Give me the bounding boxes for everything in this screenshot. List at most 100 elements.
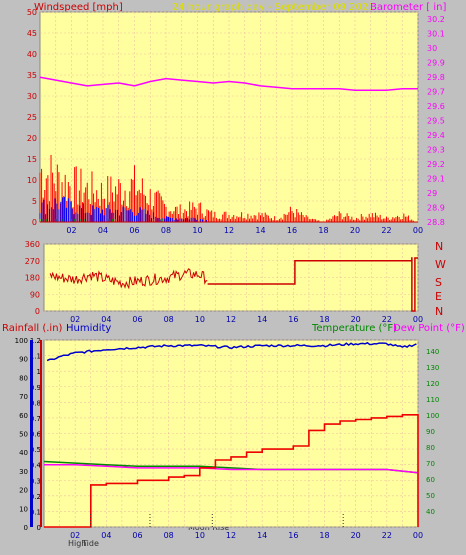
climate-x-tick: 06 — [132, 531, 142, 540]
rain-y-tick: 0.4 — [30, 462, 42, 470]
wind-y-tick: 15 — [27, 155, 37, 164]
compass-e: E — [435, 290, 442, 303]
humidity-y-tick: 90 — [19, 356, 28, 364]
direction-x-tick: 12 — [226, 315, 236, 324]
direction-x-tick: 08 — [164, 315, 174, 324]
dewpoint-line — [44, 463, 419, 474]
climate-x-tick: 00 — [413, 531, 423, 540]
humidity-y-tick: 20 — [19, 487, 28, 495]
direction-x-tick: 10 — [195, 315, 205, 324]
direction-y-tick: 180 — [25, 274, 40, 283]
rain-y-tick: 0.3 — [30, 477, 41, 485]
wind-y-tick: 35 — [27, 71, 37, 80]
wind-y-tick: 10 — [27, 176, 37, 185]
temp-axis-label: Temperature (°F) — [311, 323, 397, 334]
rain-y-tick: 1 — [37, 368, 41, 376]
compass-n-top: N — [435, 240, 443, 253]
humidity-axis-label: Humidity — [66, 323, 111, 334]
temp-y-tick: 60 — [426, 476, 435, 484]
climate-x-tick: 20 — [351, 531, 361, 540]
direction-x-tick: 16 — [288, 315, 298, 324]
rainfall-line — [44, 413, 419, 528]
rain-y-tick: 0.9 — [30, 384, 41, 392]
humidity-y-tick: 40 — [19, 449, 28, 457]
wind-x-tick: 12 — [224, 226, 234, 235]
baro-y-tick: 29.9 — [427, 59, 445, 68]
rain-y-tick: 1.2 — [30, 337, 41, 345]
direction-x-tick: 20 — [351, 315, 361, 324]
wind-axis-label: Windspeed [mph] — [34, 2, 123, 13]
rain-y-tick: 0.7 — [30, 415, 41, 423]
baro-y-tick: 30.2 — [427, 15, 445, 24]
temp-y-tick: 140 — [426, 348, 439, 356]
compass-w: W — [435, 258, 446, 271]
humidity-y-tick: 10 — [19, 505, 28, 513]
wind-y-tick: 50 — [27, 8, 37, 17]
climate-x-tick: 02 — [70, 531, 80, 540]
tide-label: Tide — [81, 539, 99, 548]
rain-y-tick: 0.2 — [30, 493, 41, 501]
wind-x-tick: 14 — [255, 226, 265, 235]
baro-y-tick: 28.9 — [427, 204, 445, 213]
baro-y-tick: 30.1 — [427, 30, 445, 39]
temp-y-tick: 90 — [426, 428, 435, 436]
temp-y-tick: 110 — [426, 396, 439, 404]
humidity-y-tick: 100 — [15, 337, 28, 345]
climate-x-tick: 04 — [101, 531, 111, 540]
wind-x-tick: 08 — [161, 226, 171, 235]
temp-y-tick: 40 — [426, 508, 435, 516]
rain-y-tick: 0 — [37, 524, 41, 532]
baro-y-tick: 29.6 — [427, 102, 445, 111]
wind-y-tick: 20 — [27, 134, 37, 143]
rain-y-tick: 1.1 — [30, 353, 41, 361]
wind-x-tick: 00 — [413, 226, 423, 235]
temp-y-tick: 50 — [426, 492, 435, 500]
rain-y-tick: 0.5 — [30, 446, 41, 454]
wind-x-tick: 16 — [287, 226, 297, 235]
baro-y-tick: 29.3 — [427, 146, 445, 155]
temp-y-tick: 100 — [426, 412, 439, 420]
climate-x-tick: 10 — [195, 531, 205, 540]
humidity-y-tick: 0 — [24, 524, 28, 532]
climate-x-tick: 14 — [257, 531, 267, 540]
baro-y-tick: 29 — [427, 189, 437, 198]
direction-y-tick: 360 — [25, 240, 40, 249]
date-label: 24 hour graph day - September 09 2021 — [172, 2, 375, 13]
rain-y-tick: 0.8 — [30, 399, 41, 407]
wind-x-tick: 04 — [98, 226, 108, 235]
high-tide-label: High — [68, 539, 86, 548]
direction-x-tick: 22 — [382, 315, 392, 324]
direction-y-tick: 270 — [25, 257, 40, 266]
rain-axis-bar — [40, 340, 42, 527]
climate-x-tick: 12 — [226, 531, 236, 540]
wind-x-tick: 06 — [129, 226, 139, 235]
baro-y-tick: 30 — [427, 44, 437, 53]
climate-x-tick: 22 — [382, 531, 392, 540]
direction-y-tick: 90 — [30, 290, 40, 299]
wind-x-tick: 10 — [192, 226, 202, 235]
climate-x-tick: 16 — [288, 531, 298, 540]
humidity-axis-bar — [30, 340, 33, 527]
wind-x-tick: 20 — [350, 226, 360, 235]
humidity-y-tick: 60 — [19, 412, 28, 420]
direction-line-early — [49, 268, 208, 290]
climate-x-tick: 18 — [319, 531, 329, 540]
direction-x-tick: 06 — [132, 315, 142, 324]
direction-x-tick: 14 — [257, 315, 267, 324]
compass-n-bottom: N — [435, 305, 443, 318]
baro-axis-label: Barometer [ in] — [370, 2, 446, 13]
temp-y-tick: 80 — [426, 444, 435, 452]
wind-x-tick: 02 — [66, 226, 76, 235]
humidity-y-tick: 70 — [19, 393, 28, 401]
baro-y-tick: 28.8 — [427, 218, 445, 227]
barometer-line — [39, 76, 418, 91]
rain-axis-label: Rainfall (.in) — [2, 323, 63, 334]
temp-y-tick: 130 — [426, 364, 439, 372]
direction-line-late — [207, 257, 418, 312]
direction-x-tick: 18 — [319, 315, 329, 324]
baro-y-tick: 29.2 — [427, 160, 445, 169]
dew-axis-label: Dew Point (°F) — [393, 323, 465, 334]
wind-y-tick: 40 — [27, 50, 37, 59]
rain-y-tick: 0.1 — [30, 508, 41, 516]
